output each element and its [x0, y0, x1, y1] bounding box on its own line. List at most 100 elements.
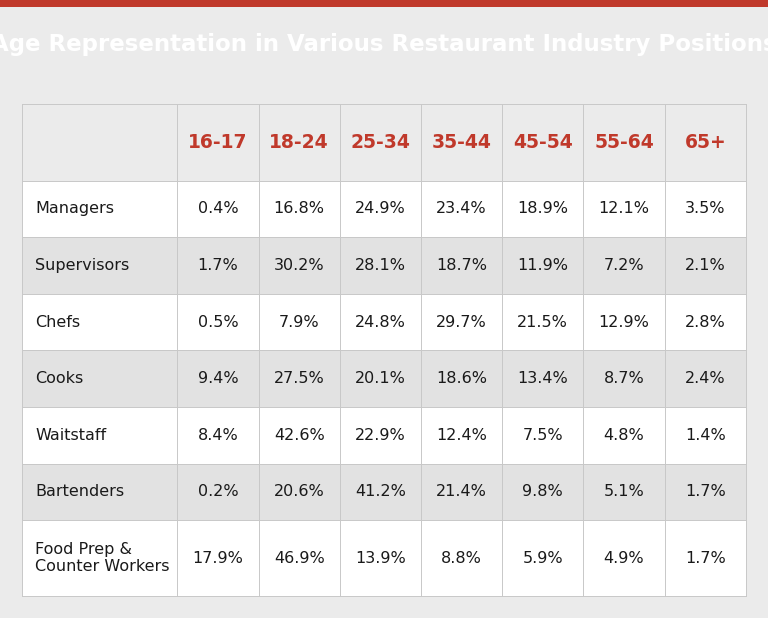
Text: 5.9%: 5.9%: [522, 551, 563, 565]
Text: 46.9%: 46.9%: [274, 551, 325, 565]
Bar: [584, 180, 664, 237]
Bar: [177, 350, 259, 407]
Text: 2.8%: 2.8%: [685, 315, 726, 329]
Bar: [584, 294, 664, 350]
Bar: [339, 237, 421, 294]
Text: 7.9%: 7.9%: [279, 315, 319, 329]
Bar: [584, 237, 664, 294]
Bar: [177, 464, 259, 520]
Bar: [339, 407, 421, 464]
Text: 35-44: 35-44: [432, 133, 492, 152]
Text: 21.4%: 21.4%: [436, 485, 487, 499]
Text: 12.9%: 12.9%: [598, 315, 650, 329]
Bar: [177, 294, 259, 350]
Text: 45-54: 45-54: [513, 133, 573, 152]
Bar: [502, 464, 584, 520]
Bar: [339, 350, 421, 407]
Bar: [664, 464, 746, 520]
Bar: [259, 350, 339, 407]
Bar: [22, 407, 177, 464]
Bar: [664, 350, 746, 407]
Text: 1.7%: 1.7%: [685, 551, 726, 565]
Bar: [502, 180, 584, 237]
Bar: [259, 180, 339, 237]
Text: 18.9%: 18.9%: [518, 201, 568, 216]
Bar: [339, 104, 421, 180]
Text: 41.2%: 41.2%: [355, 485, 406, 499]
Bar: [664, 237, 746, 294]
Bar: [421, 180, 502, 237]
Text: Chefs: Chefs: [35, 315, 81, 329]
Text: Managers: Managers: [35, 201, 114, 216]
Bar: [502, 520, 584, 596]
Bar: [664, 104, 746, 180]
Bar: [177, 407, 259, 464]
Text: 11.9%: 11.9%: [518, 258, 568, 273]
Bar: [502, 237, 584, 294]
Text: 24.8%: 24.8%: [355, 315, 406, 329]
Text: 20.1%: 20.1%: [355, 371, 406, 386]
Text: 9.4%: 9.4%: [197, 371, 238, 386]
Text: 30.2%: 30.2%: [274, 258, 325, 273]
Bar: [421, 237, 502, 294]
Bar: [259, 407, 339, 464]
Bar: [584, 464, 664, 520]
Text: 17.9%: 17.9%: [193, 551, 243, 565]
Bar: [22, 180, 177, 237]
Text: 7.5%: 7.5%: [522, 428, 563, 442]
Text: 5.1%: 5.1%: [604, 485, 644, 499]
Bar: [421, 350, 502, 407]
Text: 13.9%: 13.9%: [355, 551, 406, 565]
Text: 27.5%: 27.5%: [274, 371, 325, 386]
Bar: [22, 237, 177, 294]
Text: 12.4%: 12.4%: [436, 428, 487, 442]
Text: Cooks: Cooks: [35, 371, 84, 386]
Text: 1.7%: 1.7%: [685, 485, 726, 499]
Text: 0.5%: 0.5%: [197, 315, 238, 329]
Text: 25-34: 25-34: [350, 133, 410, 152]
Text: 42.6%: 42.6%: [274, 428, 325, 442]
Text: 8.7%: 8.7%: [604, 371, 644, 386]
Text: 9.8%: 9.8%: [522, 485, 563, 499]
Bar: [339, 520, 421, 596]
Text: 13.4%: 13.4%: [518, 371, 568, 386]
Bar: [664, 407, 746, 464]
Bar: [22, 104, 177, 180]
Bar: [22, 520, 177, 596]
Bar: [259, 237, 339, 294]
Bar: [421, 464, 502, 520]
Text: 28.1%: 28.1%: [355, 258, 406, 273]
Bar: [502, 294, 584, 350]
Text: 3.5%: 3.5%: [685, 201, 726, 216]
Bar: [339, 294, 421, 350]
Text: 20.6%: 20.6%: [274, 485, 325, 499]
Text: Bartenders: Bartenders: [35, 485, 124, 499]
Bar: [502, 104, 584, 180]
Text: 2.4%: 2.4%: [685, 371, 726, 386]
Text: 18.7%: 18.7%: [436, 258, 487, 273]
Text: Food Prep &
Counter Workers: Food Prep & Counter Workers: [35, 542, 170, 575]
Text: 16-17: 16-17: [188, 133, 248, 152]
Bar: [502, 350, 584, 407]
Bar: [339, 180, 421, 237]
Bar: [421, 407, 502, 464]
Text: 29.7%: 29.7%: [436, 315, 487, 329]
Text: 1.7%: 1.7%: [197, 258, 238, 273]
Bar: [259, 104, 339, 180]
Bar: [421, 104, 502, 180]
Text: 12.1%: 12.1%: [598, 201, 650, 216]
Text: 0.4%: 0.4%: [197, 201, 238, 216]
Bar: [664, 520, 746, 596]
Bar: [177, 520, 259, 596]
Bar: [339, 464, 421, 520]
Text: 24.9%: 24.9%: [355, 201, 406, 216]
Text: 65+: 65+: [684, 133, 727, 152]
Text: 16.8%: 16.8%: [273, 201, 325, 216]
Bar: [259, 520, 339, 596]
Text: 0.2%: 0.2%: [197, 485, 238, 499]
Bar: [22, 464, 177, 520]
Text: 21.5%: 21.5%: [518, 315, 568, 329]
Bar: [664, 180, 746, 237]
Text: 55-64: 55-64: [594, 133, 654, 152]
Bar: [22, 350, 177, 407]
